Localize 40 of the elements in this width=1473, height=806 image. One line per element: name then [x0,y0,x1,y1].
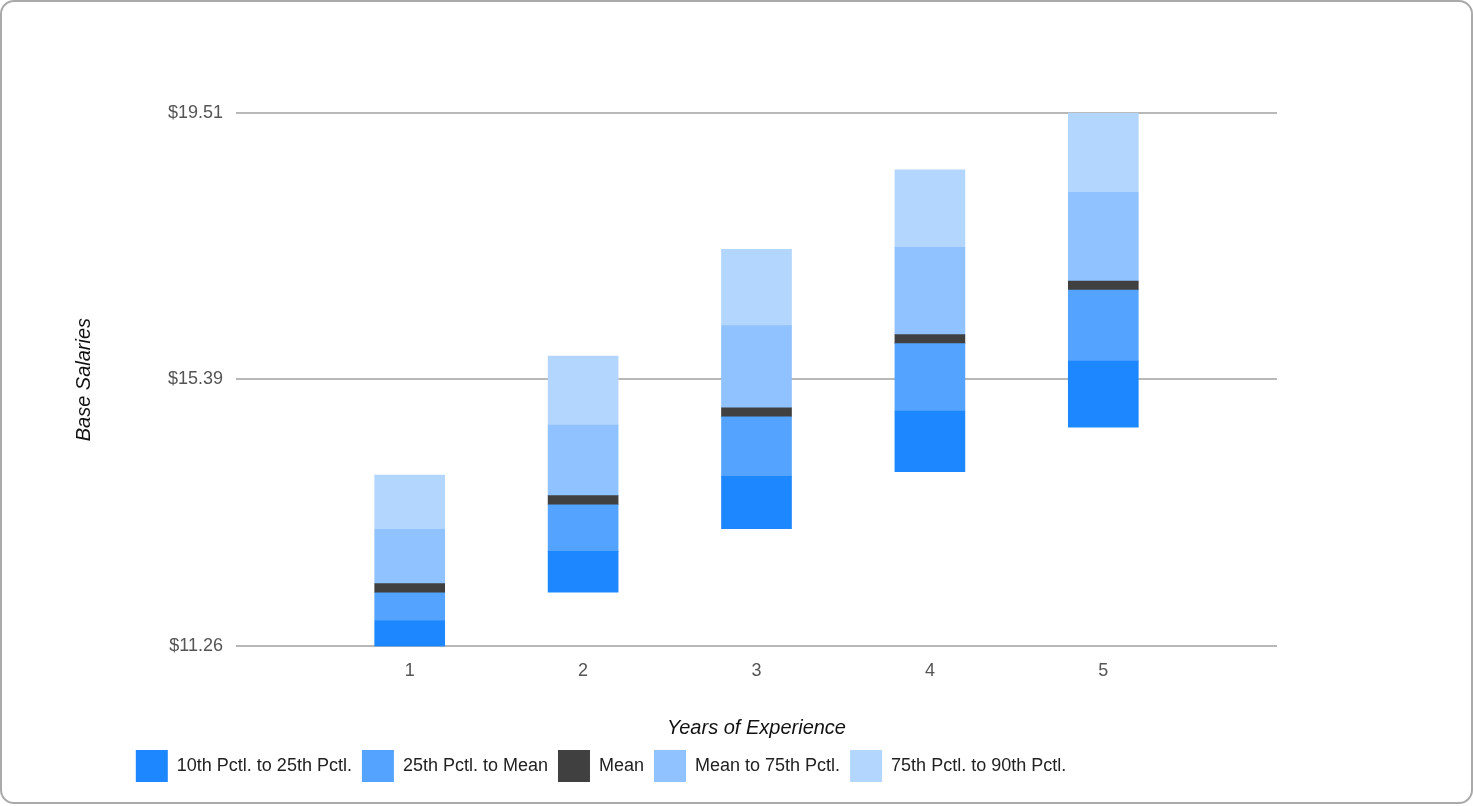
bar [374,592,446,621]
x-tick-label: 3 [751,660,762,681]
bar [547,504,619,552]
bar [721,407,792,418]
bar [547,355,619,426]
bar [547,424,619,497]
x-axis-title: Years of Experience [667,715,846,738]
legend-label: Mean [598,754,645,775]
y-tick-label: $15.39 [167,368,223,389]
bar [547,495,619,506]
bar [894,169,966,248]
bar [721,325,792,409]
bar [1067,289,1139,362]
bar [374,474,446,530]
legend-label: 10th Pctl. to 25th Pctl. [176,754,352,775]
bar [721,416,792,477]
bar [721,475,792,530]
bar [894,343,966,412]
y-tick-label: $19.51 [167,101,223,122]
x-tick-label: 1 [404,660,415,681]
bar [721,248,792,326]
y-axis-title: Base Salaries [71,317,94,442]
x-tick-label: 5 [1098,660,1109,681]
bar [894,410,966,473]
bar [1067,280,1139,291]
bar [547,550,619,593]
legend-label: 25th Pctl. to Mean [402,754,548,775]
legend-label: 75th Pctl. to 90th Pctl. [891,754,1067,775]
bar [374,529,446,584]
x-tick-label: 2 [578,660,589,681]
y-tick-label: $11.26 [169,635,223,656]
x-tick-label: 4 [924,660,935,681]
bar [894,247,966,335]
bar [1067,360,1139,428]
bar [374,620,446,647]
bar [894,334,966,345]
bar [1067,112,1139,193]
bar [1067,192,1139,282]
legend-label: Mean to 75th Pctl. [695,754,841,775]
bar [374,583,446,594]
